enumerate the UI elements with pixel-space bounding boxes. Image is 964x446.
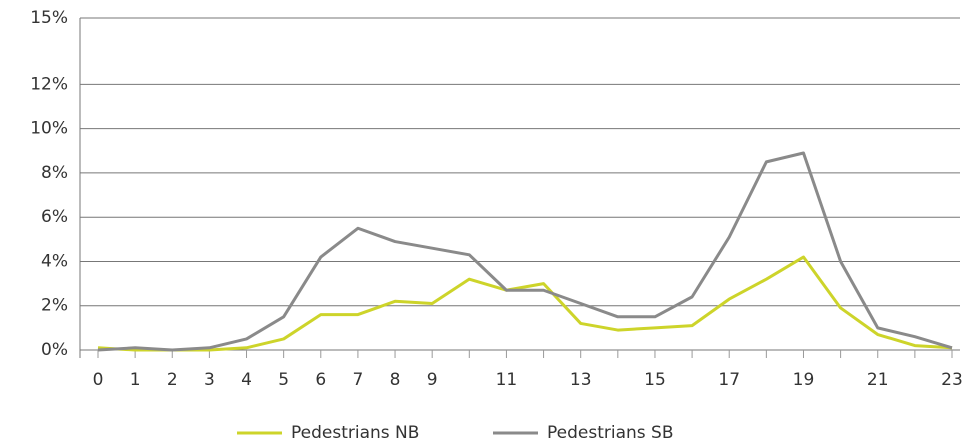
y-tick-label: 4% [41,251,68,271]
x-tick-label: 5 [278,370,289,390]
y-tick-label: 0% [41,340,68,360]
x-tick-label: 21 [867,370,889,390]
y-tick-label: 15% [30,8,68,28]
x-tick-label: 9 [427,370,438,390]
legend-label: Pedestrians SB [547,423,674,443]
x-tick-label: 6 [315,370,326,390]
x-tick-label: 2 [167,370,178,390]
x-tick-label: 19 [793,370,815,390]
x-tick-label: 0 [93,370,104,390]
x-tick-label: 13 [570,370,592,390]
y-tick-label: 10% [30,119,68,139]
x-tick-label: 3 [204,370,215,390]
legend-label: Pedestrians NB [291,423,419,443]
x-tick-label: 7 [352,370,363,390]
y-tick-label: 8% [41,163,68,183]
x-tick-label: 11 [496,370,518,390]
y-tick-label: 12% [30,74,68,94]
x-tick-label: 4 [241,370,252,390]
x-tick-label: 1 [130,370,141,390]
series-line [97,255,953,352]
series-line [97,151,953,352]
y-tick-label: 6% [41,207,68,227]
x-tick-label: 15 [644,370,666,390]
x-tick-label: 8 [390,370,401,390]
x-tick-label: 23 [941,370,963,390]
y-tick-label: 2% [41,296,68,316]
x-tick-label: 17 [718,370,740,390]
